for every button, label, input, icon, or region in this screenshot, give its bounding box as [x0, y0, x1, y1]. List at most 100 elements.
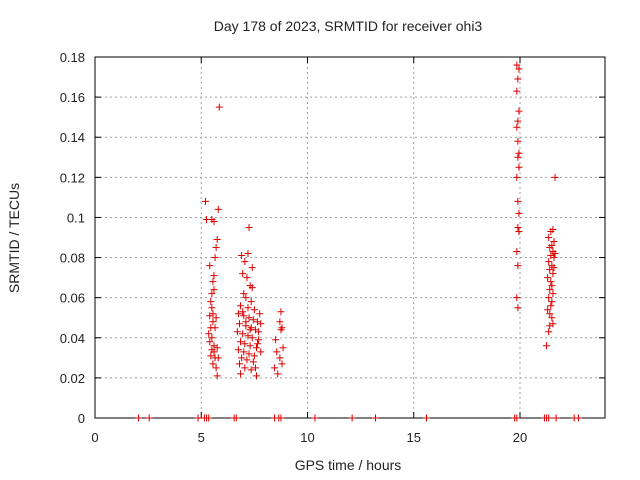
data-point: [514, 153, 522, 161]
data-point: [202, 197, 209, 205]
data-point: [515, 107, 523, 115]
data-point: [208, 290, 216, 298]
data-point: [214, 354, 222, 362]
data-point: [546, 322, 554, 330]
data-point: [207, 298, 215, 306]
x-tick-label: 0: [91, 430, 98, 445]
data-point: [544, 274, 552, 282]
data-point: [271, 364, 279, 372]
chart-title: Day 178 of 2023, SRMTID for receiver ohi…: [214, 18, 483, 34]
data-point: [243, 356, 251, 364]
data-point: [276, 354, 284, 362]
data-point: [245, 350, 253, 358]
data-point: [215, 103, 223, 111]
data-point: [234, 310, 242, 318]
data-point: [551, 173, 559, 181]
data-point: [279, 344, 287, 352]
data-point: [514, 117, 522, 125]
data-point: [256, 310, 264, 318]
y-tick-label: 0.1: [67, 210, 85, 225]
data-point: [244, 332, 252, 340]
data-point: [246, 342, 254, 350]
data-point: [237, 302, 245, 310]
data-point: [254, 340, 262, 348]
data-point: [209, 278, 217, 286]
data-point: [548, 298, 556, 306]
data-point: [212, 244, 220, 252]
data-point: [248, 264, 256, 272]
data-point: [232, 414, 240, 422]
data-point: [241, 340, 249, 348]
data-point: [255, 328, 263, 336]
y-tick-label: 0.02: [60, 371, 85, 386]
data-point: [545, 294, 553, 302]
data-point: [515, 209, 523, 217]
data-point: [247, 298, 255, 306]
y-tick-label: 0: [78, 411, 85, 426]
data-point: [311, 414, 319, 422]
data-point: [234, 346, 242, 354]
x-axis: 0 5 10 15 20: [91, 57, 527, 445]
data-point: [513, 87, 521, 95]
data-point: [242, 318, 250, 326]
data-point: [249, 358, 257, 366]
data-point: [515, 163, 523, 171]
data-point: [211, 254, 219, 262]
data-point: [276, 318, 284, 326]
data-point: [213, 236, 221, 244]
data-point: [514, 223, 522, 231]
data-point: [209, 360, 217, 368]
data-point: [514, 197, 522, 205]
data-point: [208, 304, 216, 312]
x-tick-label: 10: [300, 430, 314, 445]
data-point: [240, 348, 248, 356]
data-point: [205, 330, 213, 338]
data-point: [546, 310, 554, 318]
data-point: [257, 320, 265, 328]
data-point: [515, 149, 523, 157]
data-point: [210, 272, 218, 280]
data-point: [514, 137, 522, 145]
data-point: [251, 364, 259, 372]
data-point: [549, 270, 557, 278]
data-point: [239, 330, 247, 338]
data-point: [547, 227, 555, 235]
data-point: [253, 372, 260, 380]
data-point: [145, 414, 153, 422]
data-point: [515, 65, 523, 73]
data-point: [245, 314, 253, 322]
data-point: [543, 342, 551, 350]
data-point: [549, 290, 557, 298]
x-tick-label: 5: [198, 430, 205, 445]
data-point: [250, 352, 258, 360]
data-point: [513, 248, 521, 256]
data-point: [205, 414, 213, 422]
y-tick-label: 0.12: [60, 170, 85, 185]
data-point: [237, 370, 245, 378]
data-point: [546, 244, 554, 252]
data-point: [552, 414, 560, 422]
data-point: [239, 308, 247, 316]
data-point: [206, 338, 214, 346]
data-point: [277, 308, 285, 316]
y-tick-label: 0.04: [60, 331, 85, 346]
data-point: [272, 336, 280, 344]
data-point: [513, 414, 521, 422]
data-point: [241, 364, 249, 372]
data-point: [240, 290, 248, 298]
data-point: [135, 414, 143, 422]
grid: [95, 57, 605, 418]
x-axis-label: GPS time / hours: [295, 457, 402, 473]
data-point: [253, 344, 260, 352]
data-point: [213, 372, 221, 380]
y-tick-label: 0.18: [60, 50, 85, 65]
data-point: [208, 334, 216, 342]
data-point: [244, 304, 252, 312]
y-tick-label: 0.16: [60, 90, 85, 105]
y-tick-label: 0.06: [60, 291, 85, 306]
data-point: [249, 316, 257, 324]
data-point: [236, 360, 243, 368]
data-point: [213, 344, 221, 352]
data-point: [546, 286, 554, 294]
data-point: [238, 252, 246, 260]
